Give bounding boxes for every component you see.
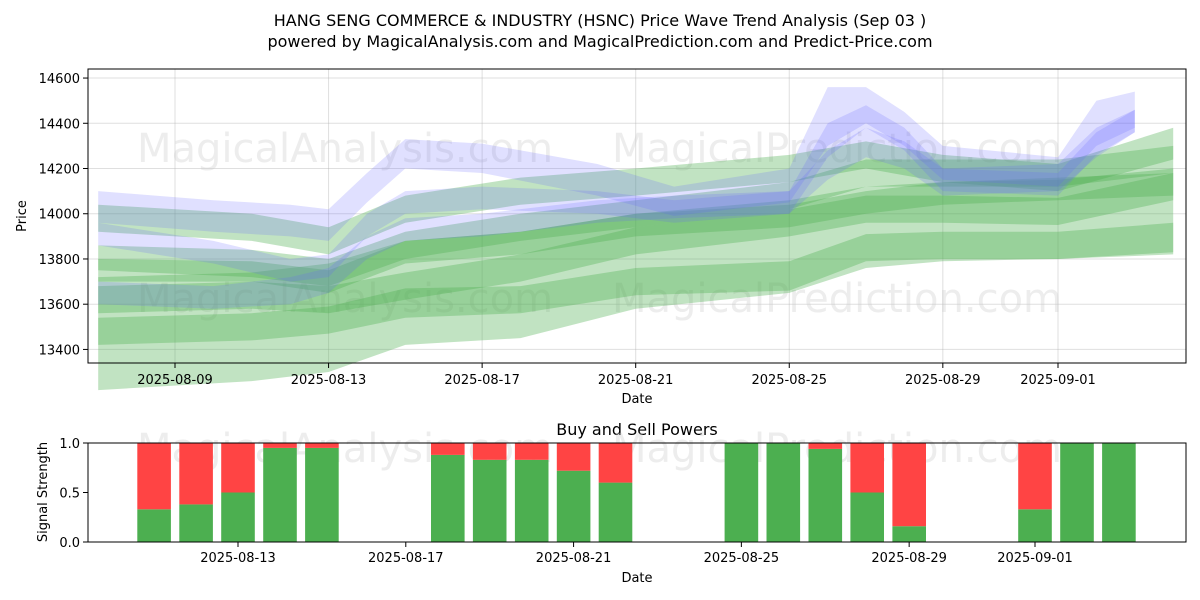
blue-wave-band-1 [98, 109, 1135, 309]
buy-bar-4 [305, 447, 339, 542]
blue-wave-band-0 [98, 87, 1135, 241]
buy-bar-2 [221, 492, 255, 542]
signal-x-tick-label-5: 2025-09-01 [997, 551, 1073, 566]
sell-bar-1 [179, 443, 213, 505]
sell-bar-7 [514, 443, 549, 460]
green-wave-band-5 [98, 168, 1174, 391]
sell-bar-13 [850, 443, 884, 493]
price-y-ticks: 13400 13600 13800 14000 14200 14400 14600 [39, 72, 88, 358]
green-wave-band-1 [98, 173, 1174, 314]
green-wave-bands [98, 127, 1174, 391]
green-wave-band-2 [98, 173, 1174, 293]
price-x-tick-label-2: 2025-08-17 [444, 373, 520, 388]
price-y-axis-label: Price [15, 200, 30, 232]
green-wave-band-0 [98, 222, 1174, 345]
buy-bar-8 [556, 470, 591, 542]
main-chart-title: HANG SENG COMMERCE & INDUSTRY (HSNC) Pri… [274, 11, 927, 30]
price-x-tick-label-1: 2025-08-13 [291, 373, 367, 388]
blue-wave-bands [98, 87, 1135, 309]
main-chart-subtitle: powered by MagicalAnalysis.com and Magic… [267, 32, 932, 51]
green-wave-band-4 [98, 127, 1174, 255]
watermark-analysis-top: MagicalAnalysis.com [137, 126, 553, 172]
signal-panel: Buy and Sell Powers MagicalAnalysis.com … [36, 420, 1187, 586]
price-x-tick-label-3: 2025-08-21 [598, 373, 674, 388]
signal-x-ticks: 2025-08-13 2025-08-17 2025-08-21 2025-08-25… [200, 542, 1073, 566]
signal-x-tick-label-2: 2025-08-21 [536, 551, 612, 566]
blue-wave-band-2 [98, 105, 1135, 282]
sell-bar-14 [892, 443, 926, 527]
sell-bar-0 [137, 443, 171, 510]
sell-bar-8 [556, 443, 591, 471]
buy-bar-14 [892, 526, 926, 542]
buy-bar-16 [1060, 443, 1094, 542]
signal-x-tick-label-1: 2025-08-17 [368, 551, 444, 566]
signal-bars [137, 443, 1136, 542]
price-watermarks: MagicalAnalysis.com MagicalPrediction.co… [137, 126, 1062, 322]
price-x-tick-label-5: 2025-08-29 [905, 373, 981, 388]
price-x-axis-label: Date [621, 392, 652, 407]
buy-bar-10 [724, 443, 759, 542]
price-y-tick-label-3: 14000 [39, 208, 80, 223]
buy-bar-9 [598, 482, 633, 542]
price-plot-frame [87, 68, 1187, 364]
buy-bar-6 [472, 459, 507, 542]
watermark-prediction-bottom: MagicalPrediction.com [612, 276, 1062, 322]
watermark-analysis-bottom: MagicalAnalysis.com [137, 276, 553, 322]
signal-x-tick-label-4: 2025-08-29 [871, 551, 947, 566]
price-x-tick-label-4: 2025-08-25 [751, 373, 827, 388]
signal-y-ticks: 0.0 0.5 1.0 [59, 437, 88, 551]
buy-bar-0 [137, 509, 171, 542]
sell-bar-3 [263, 443, 297, 448]
sell-bar-6 [472, 443, 507, 460]
buy-bar-11 [766, 443, 801, 542]
signal-y-tick-label-2: 1.0 [59, 437, 80, 452]
price-y-tick-label-2: 13800 [39, 253, 80, 268]
sell-bar-12 [808, 443, 843, 449]
buy-bar-1 [179, 504, 213, 542]
price-panel: MagicalAnalysis.com MagicalPrediction.co… [15, 68, 1187, 407]
signal-y-axis-label: Signal Strength [36, 442, 51, 542]
price-x-ticks: 2025-08-09 2025-08-13 2025-08-17 2025-08-21… [137, 363, 1096, 388]
buy-bar-15 [1018, 509, 1052, 542]
price-y-tick-label-1: 13600 [39, 298, 80, 313]
price-grid [88, 69, 1186, 363]
signal-chart-title: Buy and Sell Powers [556, 420, 718, 439]
watermark-prediction-top: MagicalPrediction.com [612, 126, 1062, 172]
price-x-tick-label-6: 2025-09-01 [1020, 373, 1096, 388]
price-y-tick-label-4: 14200 [39, 163, 80, 178]
sell-bar-2 [221, 443, 255, 493]
green-wave-band-3 [98, 145, 1174, 287]
buy-bar-5 [431, 454, 465, 542]
sell-bar-5 [431, 443, 465, 455]
price-y-tick-label-5: 14400 [39, 117, 80, 132]
buy-bar-12 [808, 448, 843, 542]
signal-y-tick-label-0: 0.0 [59, 536, 80, 551]
buy-bar-13 [850, 492, 884, 542]
buy-bar-3 [263, 447, 297, 542]
buy-bar-17 [1102, 443, 1136, 542]
buy-bar-7 [514, 459, 549, 542]
signal-y-tick-label-1: 0.5 [59, 487, 80, 502]
signal-x-tick-label-0: 2025-08-13 [200, 551, 276, 566]
sell-bar-4 [305, 443, 339, 448]
signal-x-axis-label: Date [621, 571, 652, 586]
price-y-tick-label-6: 14600 [39, 72, 80, 87]
sell-bar-9 [598, 443, 633, 483]
price-y-tick-label-0: 13400 [39, 343, 80, 358]
signal-x-tick-label-3: 2025-08-25 [704, 551, 780, 566]
price-x-tick-label-0: 2025-08-09 [137, 373, 213, 388]
sell-bar-15 [1018, 443, 1052, 510]
